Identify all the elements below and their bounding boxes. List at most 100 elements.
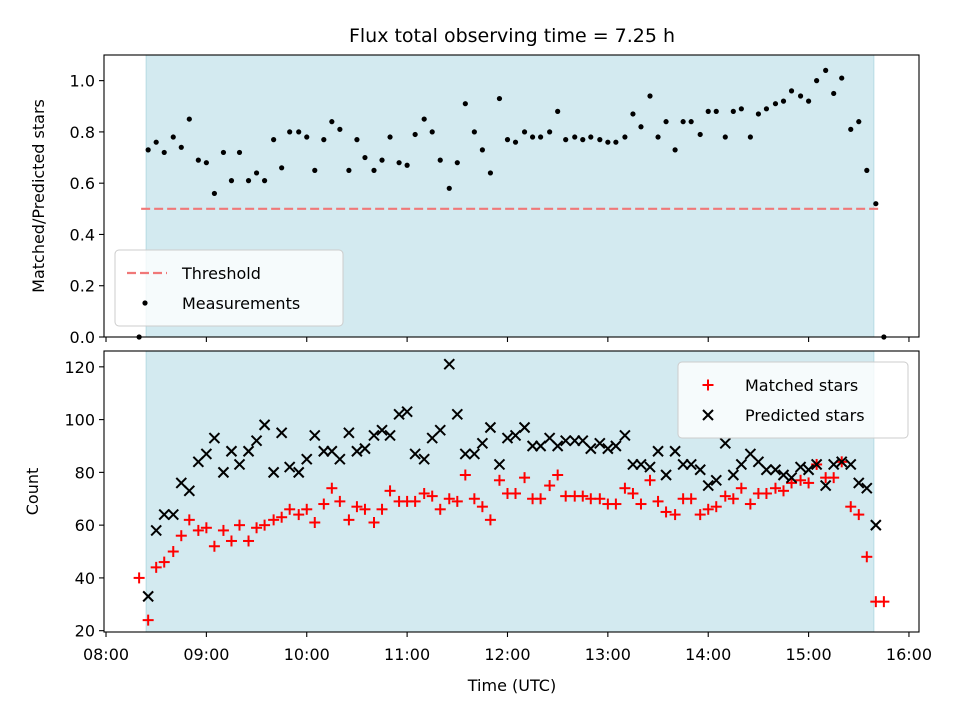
measurement-point — [496, 95, 503, 102]
legend-label: Threshold — [181, 264, 261, 283]
predicted-point — [769, 464, 782, 476]
measurement-point — [672, 147, 678, 153]
matched-point — [183, 514, 195, 526]
measurement-point — [446, 185, 452, 191]
matched-point — [610, 498, 622, 510]
measurement-point — [622, 134, 628, 140]
predicted-point — [644, 461, 656, 473]
matched-point — [225, 535, 237, 547]
matched-point — [619, 482, 631, 494]
predicted-point — [443, 358, 455, 370]
x-b — [870, 519, 882, 531]
measurement-point — [161, 149, 167, 156]
matched-point — [434, 503, 446, 515]
matched-point — [669, 509, 681, 521]
measurement-point — [236, 149, 243, 156]
predicted-point — [585, 442, 597, 455]
x-b — [275, 427, 288, 439]
predicted-point — [509, 429, 522, 442]
measurement-point — [253, 170, 260, 176]
measurement-point — [663, 119, 669, 125]
x-b — [810, 458, 823, 471]
matched-point — [426, 490, 438, 502]
predicted-point — [258, 419, 271, 431]
x-b — [267, 466, 280, 479]
matched-point — [293, 509, 305, 521]
x-b — [418, 453, 430, 465]
measurement-point — [304, 134, 310, 140]
matched-point — [326, 482, 338, 494]
x-b — [685, 458, 697, 471]
x-tick-label: 14:00 — [685, 645, 731, 664]
x-b — [752, 456, 765, 468]
predicted-point — [727, 469, 740, 481]
x-b — [702, 409, 714, 421]
predicted-point — [150, 524, 162, 537]
predicted-point — [602, 442, 614, 455]
matched-point — [878, 596, 890, 608]
predicted-point — [409, 448, 421, 460]
predicted-point — [351, 445, 363, 457]
measurement-point — [211, 190, 218, 197]
y-tick-label: 0.8 — [70, 123, 95, 142]
plot-frame — [103, 54, 920, 338]
predicted-point — [401, 405, 413, 418]
predicted-point — [559, 435, 572, 447]
matched-point — [175, 530, 187, 542]
predicted-point — [242, 445, 255, 457]
predicted-point — [710, 474, 722, 486]
matched-point — [519, 472, 531, 484]
predicted-point — [167, 508, 179, 521]
matched-point — [727, 493, 739, 505]
measurement-point — [396, 160, 402, 166]
matched-point — [544, 480, 556, 492]
x-b — [343, 427, 355, 439]
x-b — [769, 464, 782, 476]
matched-point — [694, 509, 706, 521]
matched-point — [192, 524, 204, 536]
x-b — [585, 442, 597, 455]
measurement-point — [220, 149, 227, 156]
measurement-point — [529, 134, 536, 140]
measurement-point — [387, 134, 393, 140]
x-b — [861, 482, 873, 494]
measurement-point — [512, 139, 519, 145]
matched-point — [744, 498, 756, 510]
x-b — [208, 432, 221, 444]
measurement-point — [572, 134, 578, 140]
matched-point — [384, 485, 396, 497]
measurement-point — [563, 137, 569, 143]
x-b — [233, 458, 246, 471]
matched-point — [459, 469, 471, 481]
measurement-point — [680, 119, 686, 125]
measurement-point — [856, 119, 862, 125]
x-b — [225, 445, 238, 457]
measurement-point — [421, 116, 427, 122]
y-tick-label: 0.2 — [70, 277, 95, 296]
predicted-point — [501, 432, 514, 444]
x-b — [710, 474, 722, 486]
measurement-point — [371, 167, 377, 173]
measurement-point — [763, 106, 770, 112]
x-b — [702, 479, 714, 492]
measurement-point — [772, 101, 779, 107]
measurement-point — [487, 170, 494, 176]
matched-point — [735, 482, 747, 494]
measurement-point — [271, 137, 277, 143]
x-b — [443, 358, 455, 370]
matched-point — [133, 572, 145, 584]
matched-point — [778, 485, 790, 497]
predicted-point — [777, 469, 790, 481]
legend-matched-swatch — [702, 379, 714, 391]
x-b — [836, 456, 848, 468]
predicted-point — [359, 442, 371, 455]
predicted-point — [208, 432, 221, 444]
matched-point — [644, 474, 656, 486]
measurement-point — [738, 106, 744, 112]
x-b — [551, 440, 564, 452]
matched-point — [167, 546, 179, 558]
y-tick-label: 0.4 — [70, 225, 95, 244]
x-b — [635, 458, 647, 471]
measurement-point — [655, 134, 661, 140]
matched-point — [418, 487, 430, 499]
